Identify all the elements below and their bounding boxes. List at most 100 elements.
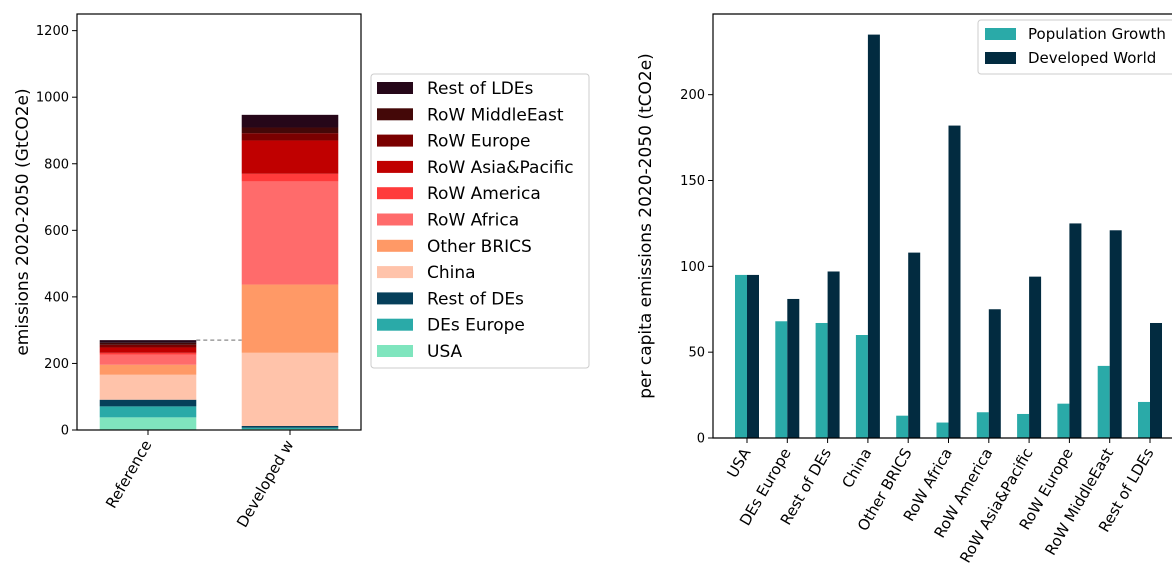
bar-segment <box>99 340 197 343</box>
bar-segment <box>99 342 197 345</box>
bar-segment <box>99 364 197 375</box>
bar-segment <box>241 427 339 430</box>
right-bars <box>735 34 1162 439</box>
y-tick-label: 0 <box>61 424 69 439</box>
legend-swatch <box>985 52 1016 64</box>
bar <box>1057 403 1070 438</box>
bar <box>735 274 747 438</box>
bar <box>1069 223 1082 438</box>
legend-swatch <box>377 82 413 94</box>
legend-label: RoW Europe <box>427 132 530 152</box>
left-legend-box <box>370 73 590 369</box>
right-y-ticks: 0 50 100 150 200 <box>680 88 713 447</box>
bar <box>787 298 800 438</box>
bar <box>1138 401 1150 438</box>
legend-label: Population Growth <box>1028 25 1166 43</box>
bar-segment <box>99 347 197 353</box>
left-y-ticks: 0 200 400 600 800 1000 1200 <box>36 24 77 439</box>
y-tick-label: 0 <box>697 432 705 447</box>
legend-swatch <box>377 160 413 173</box>
x-tick-label: RoW Asia&Pacific <box>956 445 1036 566</box>
bar-segment <box>241 426 339 428</box>
y-tick-label: 1000 <box>36 91 69 106</box>
left-plot-frame <box>76 13 362 431</box>
right-legend: Population Growth Developed World <box>977 19 1172 75</box>
bar <box>1150 322 1162 438</box>
legend-label: RoW Asia&Pacific <box>427 158 574 178</box>
legend-swatch <box>377 108 413 121</box>
bar <box>855 335 868 438</box>
x-tick-label: China <box>838 445 875 491</box>
legend-swatch <box>377 266 413 279</box>
legend-swatch <box>985 28 1016 40</box>
y-tick-label: 200 <box>680 88 705 103</box>
y-tick-label: 600 <box>44 224 69 239</box>
left-bars <box>99 114 339 430</box>
bar-segment <box>241 114 339 128</box>
y-tick-label: 100 <box>680 260 705 275</box>
bar-segment <box>99 352 197 355</box>
bar-segment <box>99 354 197 365</box>
x-tick-label: USA <box>723 444 754 481</box>
x-tick-label: Developed w <box>233 437 297 530</box>
bar-segment <box>99 406 197 418</box>
legend-swatch <box>377 345 413 357</box>
legend-label: USA <box>427 342 463 362</box>
bar <box>908 252 921 438</box>
right-plot-frame <box>712 13 1172 439</box>
legend-label: RoW MiddleEast <box>427 105 564 125</box>
right-y-axis-label: per capita emissions 2020-2050 (tCO2e) <box>636 53 656 399</box>
bar <box>976 412 989 438</box>
bar-segment <box>99 417 197 430</box>
bar-segment <box>241 140 339 174</box>
bar-segment <box>241 133 339 141</box>
legend-label: China <box>427 263 476 283</box>
left-legend: Rest of LDEs RoW MiddleEast RoW Europe RoW … <box>370 73 590 369</box>
bar <box>815 322 828 438</box>
bar <box>988 309 1001 438</box>
left-x-ticks: Reference Developed w <box>102 430 297 530</box>
bar <box>867 34 880 439</box>
bar <box>1109 230 1122 438</box>
legend-swatch <box>377 318 413 331</box>
legend-swatch <box>377 134 413 147</box>
bar <box>936 422 949 438</box>
bar <box>775 321 788 438</box>
y-tick-label: 150 <box>680 174 705 189</box>
y-tick-label: 200 <box>44 357 69 372</box>
bar-segment <box>241 181 339 285</box>
legend-label: RoW America <box>427 184 541 204</box>
right-legend-box <box>977 19 1172 75</box>
bar <box>1097 365 1110 438</box>
legend-swatch <box>377 213 413 226</box>
bar <box>1017 413 1030 438</box>
y-tick-label: 400 <box>44 290 69 305</box>
legend-label: DEs Europe <box>427 316 525 336</box>
bar <box>948 125 961 438</box>
left-y-axis-label: emissions 2020-2050 (GtCO2e) <box>13 88 33 355</box>
x-tick-label: Reference <box>102 437 155 511</box>
bar <box>1029 276 1042 438</box>
legend-label: Rest of DEs <box>427 289 524 309</box>
stacked-bar-chart: 0 200 400 600 800 1000 1200 Reference Developed… <box>13 13 590 530</box>
bar-segment <box>99 374 197 400</box>
bar-segment <box>241 352 339 427</box>
y-tick-label: 50 <box>688 346 705 361</box>
legend-swatch <box>377 239 413 252</box>
bar-segment <box>99 344 197 348</box>
y-tick-label: 800 <box>44 157 69 172</box>
bar <box>747 274 759 438</box>
legend-swatch <box>377 292 413 305</box>
legend-label: Other BRICS <box>427 237 532 257</box>
legend-label: Rest of LDEs <box>427 79 534 99</box>
bar <box>827 271 840 438</box>
y-tick-label: 1200 <box>36 24 69 39</box>
legend-swatch <box>377 187 413 200</box>
bar-segment <box>241 284 339 353</box>
legend-label: Developed World <box>1028 49 1156 67</box>
bar <box>896 415 909 438</box>
legend-label: RoW Africa <box>427 211 519 231</box>
